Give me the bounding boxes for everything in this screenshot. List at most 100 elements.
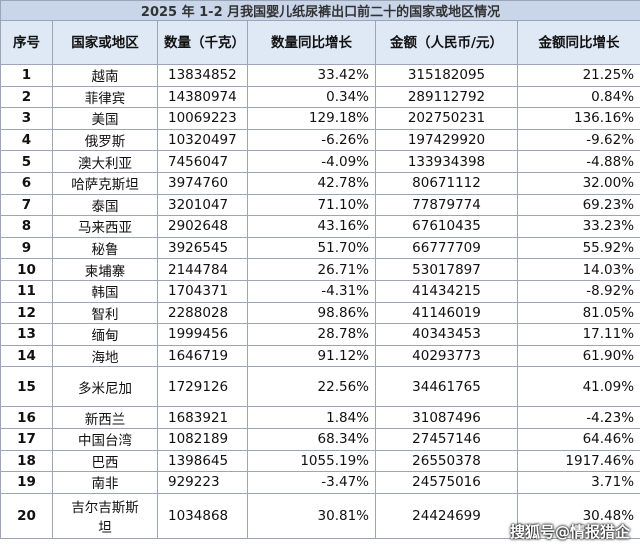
table-cell: 3926545 [157, 236, 248, 260]
table-cell: 3.71% [516, 471, 640, 494]
table-cell: 11 [0, 279, 53, 303]
table-cell: 133934398 [375, 150, 518, 173]
table-cell: 315182095 [375, 64, 518, 87]
table-cell: 美国 [52, 107, 158, 130]
table-cell: 41434215 [375, 279, 518, 303]
table-cell: 15 [0, 366, 53, 408]
table-cell: 秘鲁 [52, 236, 158, 260]
table-cell: 10320497 [157, 128, 248, 152]
table-cell: 马来西亚 [52, 215, 158, 238]
table-cell: 41.09% [516, 366, 640, 408]
table-cell: 77879774 [375, 193, 518, 217]
table-cell: 巴西 [52, 449, 158, 473]
table-cell: 197429920 [375, 128, 518, 152]
table-cell: 俄罗斯 [52, 128, 158, 152]
header-row: 序号 国家或地区 数量（千克） 数量同比增长 金额（人民币/元） 金额同比增长 [0, 20, 640, 65]
table-cell: 68.34% [247, 427, 376, 451]
table-cell: 2144784 [157, 258, 248, 281]
table-cell: -4.09% [247, 150, 376, 173]
table-cell: 越南 [52, 64, 158, 87]
table-cell: 19 [0, 471, 53, 494]
table-row: 2 菲律宾 14380974 0.34% 289112792 0.84% [0, 85, 640, 109]
table-cell: 2 [0, 85, 53, 109]
table-cell: 34461765 [375, 366, 518, 408]
table-cell: 41146019 [375, 301, 518, 325]
table-row: 4 俄罗斯 10320497 -6.26% 197429920 -9.62% [0, 128, 640, 152]
table-row: 13 缅甸 1999456 28.78% 40343453 17.11% [0, 323, 640, 346]
table-cell: 1729126 [157, 366, 248, 408]
table-cell: 7456047 [157, 150, 248, 173]
table-cell: 20 [0, 492, 53, 539]
table-cell: 智利 [52, 301, 158, 325]
table-cell: 40293773 [375, 344, 518, 368]
column-header: 数量同比增长 [247, 20, 376, 65]
table-cell: 16 [0, 406, 53, 429]
table-cell: 中国台湾 [52, 427, 158, 451]
table-cell: 0.84% [516, 85, 640, 109]
table-cell: 202750231 [375, 107, 518, 130]
table-row: 20 吉尔吉斯斯坦 1034868 30.81% 24424699 30.48% [0, 492, 640, 539]
table-row: 6 哈萨克斯坦 3974760 42.78% 80671112 32.00% [0, 171, 640, 195]
table-cell: 9 [0, 236, 53, 260]
table-cell: 吉尔吉斯斯坦 [52, 492, 158, 539]
table-row: 7 泰国 3201047 71.10% 77879774 69.23% [0, 193, 640, 217]
table-cell: 缅甸 [52, 323, 158, 346]
table-cell: 69.23% [516, 193, 640, 217]
table-cell: 哈萨克斯坦 [52, 171, 158, 195]
table-cell: 10069223 [157, 107, 248, 130]
table-cell: 13834852 [157, 64, 248, 87]
table-row: 12 智利 2288028 98.86% 41146019 81.05% [0, 301, 640, 325]
table-cell: 1683921 [157, 406, 248, 429]
table-cell: 1055.19% [247, 449, 376, 473]
title-row: 2025 年 1-2 月我国婴儿纸尿裤出口前二十的国家或地区情况 [0, 0, 640, 21]
table-row: 16 新西兰 1683921 1.84% 31087496 -4.23% [0, 406, 640, 429]
table-cell: 31087496 [375, 406, 518, 429]
table-row: 19 南非 929223 -3.47% 24575016 3.71% [0, 471, 640, 494]
table-cell: 929223 [157, 471, 248, 494]
table-cell: 12 [0, 301, 53, 325]
table-cell: 14.03% [516, 258, 640, 281]
table-title: 2025 年 1-2 月我国婴儿纸尿裤出口前二十的国家或地区情况 [0, 0, 640, 21]
table-cell: -6.26% [247, 128, 376, 152]
watermark: 搜狐号@情报猎企 [509, 523, 630, 541]
table-cell: 4 [0, 128, 53, 152]
table-cell: 42.78% [247, 171, 376, 195]
table-cell: 27457146 [375, 427, 518, 451]
table-cell: 菲律宾 [52, 85, 158, 109]
table-cell: 1999456 [157, 323, 248, 346]
column-header: 金额（人民币/元） [375, 20, 518, 65]
table-cell: 26.71% [247, 258, 376, 281]
table-row: 14 海地 1646719 91.12% 40293773 61.90% [0, 344, 640, 368]
table-row: 15 多米尼加 1729126 22.56% 34461765 41.09% [0, 366, 640, 408]
table-cell: 14380974 [157, 85, 248, 109]
table-cell: -4.88% [516, 150, 640, 173]
table-cell: 海地 [52, 344, 158, 368]
table-cell: 43.16% [247, 215, 376, 238]
table-cell: 17 [0, 427, 53, 451]
table-cell: 新西兰 [52, 406, 158, 429]
table-cell: 1646719 [157, 344, 248, 368]
table-cell: -4.31% [247, 279, 376, 303]
table-row: 10 柬埔寨 2144784 26.71% 53017897 14.03% [0, 258, 640, 281]
table-cell: 6 [0, 171, 53, 195]
table-cell: 91.12% [247, 344, 376, 368]
table-cell: 53017897 [375, 258, 518, 281]
table-cell: 3 [0, 107, 53, 130]
table-cell: 韩国 [52, 279, 158, 303]
table-row: 3 美国 10069223 129.18% 202750231 136.16% [0, 107, 640, 130]
table-cell: 136.16% [516, 107, 640, 130]
table-row: 18 巴西 1398645 1055.19% 26550378 1917.46% [0, 449, 640, 473]
table-cell: -4.23% [516, 406, 640, 429]
table-cell: 289112792 [375, 85, 518, 109]
table-cell: 81.05% [516, 301, 640, 325]
table-cell: 33.23% [516, 215, 640, 238]
table-cell: 2902648 [157, 215, 248, 238]
table-cell: 40343453 [375, 323, 518, 346]
table-row: 1 越南 13834852 33.42% 315182095 21.25% [0, 64, 640, 87]
table-cell: 30.81% [247, 492, 376, 539]
table-cell: 14 [0, 344, 53, 368]
table-cell: -9.62% [516, 128, 640, 152]
